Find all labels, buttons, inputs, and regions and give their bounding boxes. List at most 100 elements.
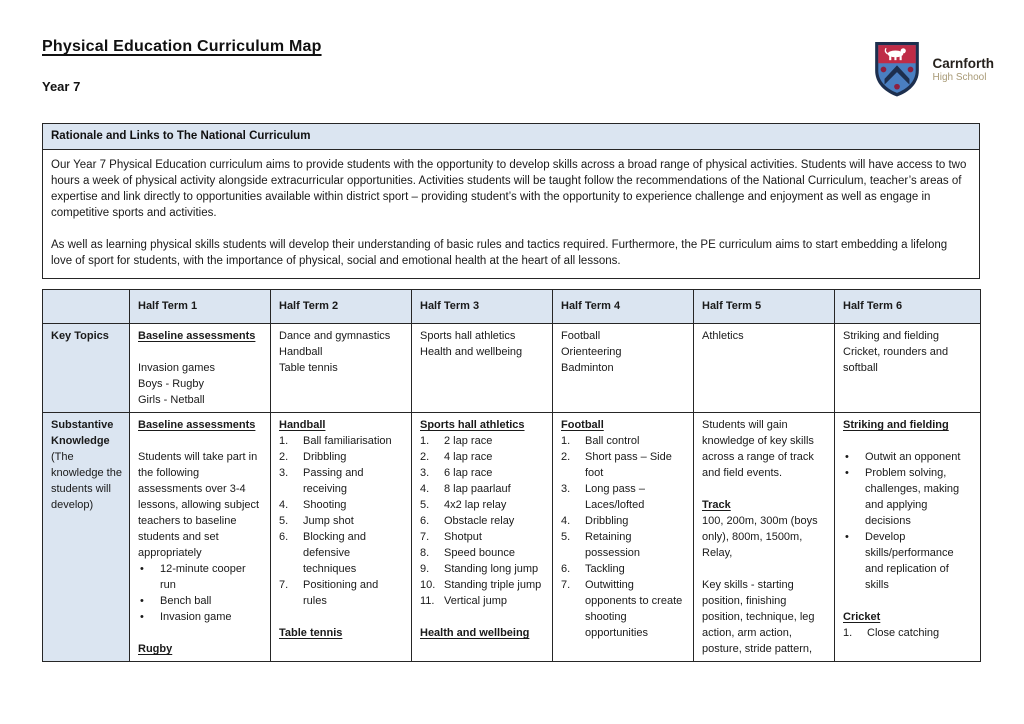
curriculum-cell-ht5: Students will gain knowledge of key skil… <box>693 412 835 662</box>
list-item: 8. Speed bounce <box>420 545 546 561</box>
cell-text: Striking and fielding <box>843 330 940 342</box>
row-label-substantive: Substantive Knowledge (The knowledge the … <box>42 412 130 662</box>
curriculum-cell-ht3: Sports hall athletics Health and wellbein… <box>411 323 553 413</box>
list-item-text: Shotput <box>444 531 482 543</box>
cell-text: Boys - Rugby <box>138 378 205 390</box>
rationale-body: Our Year 7 Physical Education curriculum… <box>43 150 979 278</box>
bullet-marker: • <box>845 451 849 463</box>
list-item-text: Retaining possession <box>585 531 641 559</box>
list-item: 2. Short pass – Side foot <box>561 449 687 481</box>
blank-line <box>138 433 264 449</box>
number-marker: 1. <box>279 435 289 447</box>
bullet-marker: • <box>845 467 849 479</box>
cell-text: Badminton <box>561 362 614 374</box>
cell-heading: Rugby <box>138 643 173 655</box>
number-marker: 3. <box>420 467 430 479</box>
column-header-empty <box>42 289 130 324</box>
school-logo-text: Carnforth High School <box>933 56 995 83</box>
list-item: 3. Long pass – Laces/lofted <box>561 481 687 513</box>
cell-heading: Baseline assessments <box>138 330 256 342</box>
list-item-text: Ball familiarisation <box>303 435 392 447</box>
numbered-list: 1. Close catching <box>843 625 974 641</box>
list-item: 5. 4x2 lap relay <box>420 497 546 513</box>
list-item-text: Outwitting opponents to create shooting … <box>585 579 683 639</box>
list-item: • Invasion game <box>138 609 264 625</box>
list-item: 1. Ball control <box>561 433 687 449</box>
rationale-paragraph: As well as learning physical skills stud… <box>51 239 948 267</box>
list-item: 3. 6 lap race <box>420 465 546 481</box>
rationale-header: Rationale and Links to The National Curr… <box>43 124 979 150</box>
list-item-text: Jump shot <box>303 515 354 527</box>
row-label-key-topics: Key Topics <box>42 323 130 413</box>
list-item: • Problem solving, challenges, making and… <box>843 465 974 529</box>
list-item: 4. Dribbling <box>561 513 687 529</box>
list-item-text: Obstacle relay <box>444 515 515 527</box>
list-item-text: Problem solving, challenges, making and … <box>865 467 960 527</box>
numbered-list: 1. Ball familiarisation 2. Dribbling 3. Passi… <box>279 433 405 609</box>
column-header-half-term-3: Half Term 3 <box>411 289 553 324</box>
list-item-text: 6 lap race <box>444 467 493 479</box>
number-marker: 1. <box>420 435 430 447</box>
list-item: 1. Ball familiarisation <box>279 433 405 449</box>
list-item: 7. Outwitting opponents to create shootin… <box>561 577 687 641</box>
list-item-text: Standing triple jump <box>444 579 542 591</box>
lion-icon <box>884 47 906 61</box>
list-item-text: Dribbling <box>303 451 347 463</box>
cell-text: Athletics <box>702 330 744 342</box>
list-item: 2. 4 lap race <box>420 449 546 465</box>
number-marker: 6. <box>561 563 571 575</box>
bullet-list: • 12-minute cooper run • Bench ball • Invasio… <box>138 561 264 625</box>
number-marker: 11. <box>420 595 435 607</box>
list-item-text: Standing long jump <box>444 563 539 575</box>
curriculum-table: Half Term 1 Half Term 2 Half Term 3 Half… <box>42 289 981 662</box>
list-item: 10. Standing triple jump <box>420 577 546 593</box>
curriculum-header-row: Half Term 1 Half Term 2 Half Term 3 Half… <box>42 289 981 324</box>
list-item-text: Speed bounce <box>444 547 515 559</box>
cell-heading: Cricket <box>843 611 881 623</box>
blank-line <box>702 481 828 497</box>
list-item-text: Long pass – Laces/lofted <box>585 483 645 511</box>
cell-text: Key skills - starting position, finishin… <box>702 579 815 655</box>
cell-text: Health and wellbeing <box>420 346 523 358</box>
number-marker: 3. <box>561 483 571 495</box>
list-item-text: Dribbling <box>585 515 629 527</box>
curriculum-row-key-topics: Key Topics Baseline assessments Invasion g… <box>42 323 981 413</box>
number-marker: 5. <box>279 515 289 527</box>
number-marker: 4. <box>279 499 289 511</box>
chevron-icon <box>884 65 909 85</box>
cell-text: Dance and gymnastics <box>279 330 391 342</box>
numbered-list: 1. Ball control 2. Short pass – Side foot 3.… <box>561 433 687 641</box>
school-name: Carnforth <box>932 55 995 71</box>
blank-line <box>279 609 405 625</box>
list-item-text: Outwit an opponent <box>865 451 961 463</box>
cell-text: Students will take part in the following… <box>138 451 260 559</box>
list-item: 4. Shooting <box>279 497 405 513</box>
list-item-text: 12-minute cooper run <box>160 563 246 591</box>
curriculum-cell-ht2: Handball 1. Ball familiarisation 2. Dribblin… <box>270 412 412 662</box>
list-item: 6. Obstacle relay <box>420 513 546 529</box>
bullet-marker: • <box>845 531 849 543</box>
list-item: 5. Retaining possession <box>561 529 687 561</box>
row-label-text: Key Topics <box>51 330 109 342</box>
number-marker: 5. <box>420 499 430 511</box>
rationale-paragraph: Our Year 7 Physical Education curriculum… <box>51 159 967 219</box>
number-marker: 6. <box>279 531 289 543</box>
school-logo: Carnforth High School <box>871 40 995 98</box>
cell-heading: Striking and fielding <box>843 419 949 431</box>
curriculum-cell-ht1: Baseline assessments Invasion games Boys -… <box>129 323 271 413</box>
list-item-text: Close catching <box>867 627 940 639</box>
number-marker: 3. <box>279 467 289 479</box>
cell-text: Students will gain knowledge of key skil… <box>702 419 814 479</box>
list-item: 5. Jump shot <box>279 513 405 529</box>
number-marker: 7. <box>561 579 571 591</box>
cell-text: Invasion games <box>138 362 216 374</box>
list-item: • 12-minute cooper run <box>138 561 264 593</box>
list-item-text: 2 lap race <box>444 435 493 447</box>
number-marker: 4. <box>420 483 430 495</box>
curriculum-cell-ht6: Striking and fielding Cricket, rounders a… <box>834 323 981 413</box>
bullet-marker: • <box>140 595 144 607</box>
column-header-half-term-5: Half Term 5 <box>693 289 835 324</box>
list-item-text: Positioning and rules <box>303 579 379 607</box>
blank-line <box>420 609 546 625</box>
